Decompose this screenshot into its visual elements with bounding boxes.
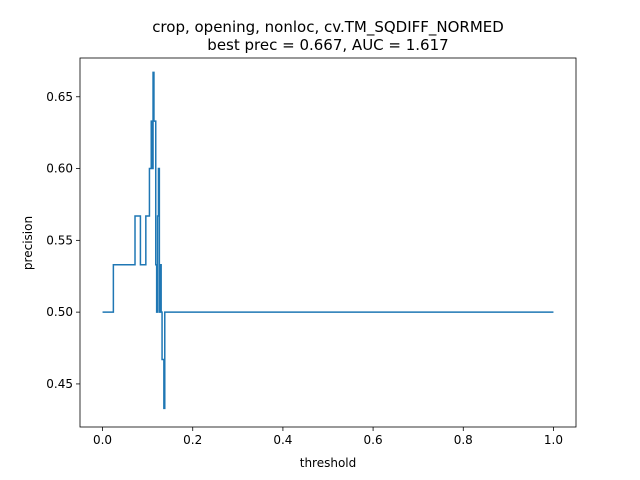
- x-tick-label: 1.0: [544, 433, 563, 447]
- x-axis: 0.0 0.2 0.4 0.6 0.8 1.0: [93, 427, 563, 447]
- y-tick-label: 0.65: [46, 90, 73, 104]
- x-tick-label: 0.0: [93, 433, 112, 447]
- x-tick-label: 0.2: [183, 433, 202, 447]
- x-tick-label: 0.6: [364, 433, 383, 447]
- plot-area: [102, 71, 554, 410]
- y-tick-label: 0.45: [46, 377, 73, 391]
- x-tick-label: 0.4: [273, 433, 292, 447]
- y-tick-label: 0.60: [46, 162, 73, 176]
- chart-title-line-2: best prec = 0.667, AUC = 1.617: [207, 36, 448, 54]
- y-tick-label: 0.55: [46, 233, 73, 247]
- y-axis-label: precision: [21, 216, 35, 270]
- plot-frame: [79, 57, 577, 428]
- y-tick-label: 0.50: [46, 305, 73, 319]
- y-axis: 0.45 0.50 0.55 0.60 0.65: [46, 90, 80, 391]
- x-axis-label: threshold: [300, 456, 357, 470]
- chart-title-line-1: crop, opening, nonloc, cv.TM_SQDIFF_NORM…: [152, 18, 504, 37]
- series-line-0: [102, 71, 554, 410]
- x-tick-label: 0.8: [454, 433, 473, 447]
